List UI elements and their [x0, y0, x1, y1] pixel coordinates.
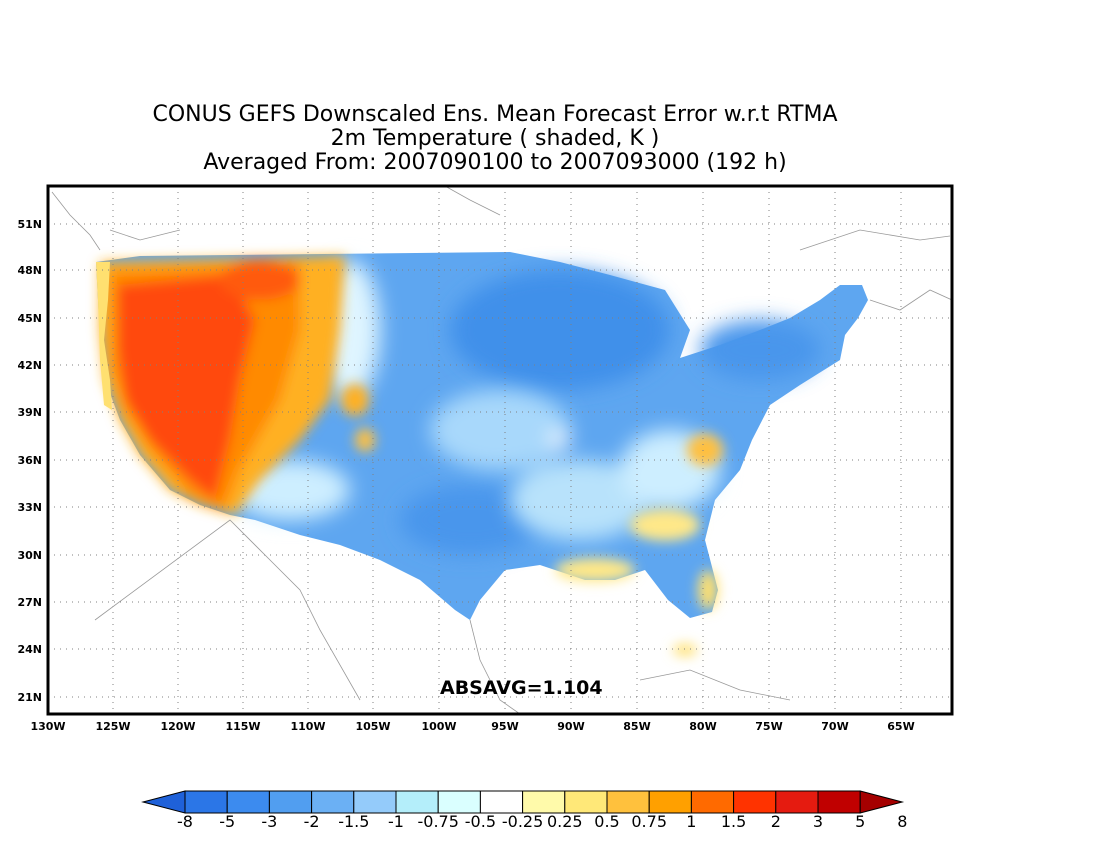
lat-label: 27N: [17, 596, 42, 609]
lat-label: 45N: [17, 312, 42, 325]
colorbar-tick-label: -0.25: [501, 812, 544, 831]
lon-label: 95W: [491, 720, 519, 733]
colorbar-swatch: [775, 790, 819, 814]
colorbar-swatch: [648, 790, 692, 814]
colorbar-tick-label: 3: [812, 812, 824, 831]
map-title-line2: 2m Temperature ( shaded, K ): [330, 126, 660, 151]
colorbar-swatch: [184, 790, 228, 814]
lon-label: 85W: [623, 720, 651, 733]
colorbar-tick-label: -3: [261, 812, 278, 831]
colorbar-tick-label: -1.5: [338, 812, 370, 831]
colorbar-tick-label: -0.75: [417, 812, 459, 831]
colorbar-tick-label: 1.5: [720, 812, 747, 831]
colorbar-swatch: [690, 790, 735, 814]
colorbar-swatch: [522, 790, 566, 814]
colorbar-swatch: [268, 790, 313, 814]
colorbar-swatch: [311, 790, 355, 814]
colorbar-tick-label: -2: [303, 812, 320, 831]
lat-label: 36N: [17, 454, 42, 467]
graticule: [48, 186, 952, 714]
colorbar-swatch: [817, 790, 861, 814]
colorbar-swatch: [564, 790, 608, 814]
colorbar-arrow-left: [141, 790, 186, 814]
lat-label: 33N: [17, 501, 42, 514]
lon-label: 65W: [887, 720, 915, 733]
lon-label: 110W: [290, 720, 326, 733]
map-title-line1: CONUS GEFS Downscaled Ens. Mean Forecast…: [152, 102, 838, 127]
colorbar-tick-label: 8: [897, 812, 908, 831]
lon-label: 125W: [95, 720, 131, 733]
plot-frame: [46, 184, 954, 716]
lat-label: 48N: [17, 264, 42, 277]
colorbar-swatch: [353, 790, 397, 814]
colorbar-tick-label: 0.25: [546, 812, 583, 831]
colorbar-tick-label: -0.5: [464, 812, 496, 831]
lat-label: 24N: [17, 643, 42, 656]
colorbar-swatch: [733, 790, 777, 814]
colorbar-tick-label: -8: [177, 812, 193, 831]
lon-label: 75W: [755, 720, 783, 733]
lat-label: 21N: [17, 691, 42, 704]
pacific-coast-strip: [96, 262, 112, 410]
lat-label: 30N: [17, 549, 42, 562]
lon-label: 105W: [355, 720, 391, 733]
plot-area: [48, 186, 952, 714]
colorbar: [141, 790, 905, 814]
lon-label: 115W: [225, 720, 261, 733]
colorbar-arrow-right: [859, 790, 905, 814]
lat-label: 51N: [17, 218, 42, 231]
lat-label: 39N: [17, 406, 42, 419]
colorbar-tick-label: 1: [686, 812, 697, 831]
warm-southeast-regions: [555, 434, 723, 656]
map-title-line3: Averaged From: 2007090100 to 2007093000 …: [203, 150, 787, 175]
coastlines: [51, 186, 952, 714]
colorbar-swatch: [437, 790, 481, 814]
absavg-label: ABSAVG=1.104: [440, 677, 603, 699]
warm-west-region: [100, 256, 375, 515]
colorbar-tick-label: 2: [770, 812, 781, 831]
lon-label: 120W: [160, 720, 196, 733]
colorbar-tick-label: 0.5: [594, 812, 620, 831]
colorbar-tick-label: -5: [219, 812, 236, 831]
colorbar-tick-label: 0.75: [631, 812, 667, 831]
lon-label: 130W: [30, 720, 66, 733]
colorbar-tick-label: -1: [388, 812, 404, 831]
lon-label: 70W: [821, 720, 849, 733]
colorbar-swatch: [395, 790, 439, 814]
colorbar-swatch: [606, 790, 650, 814]
colorbar-swatch: [479, 790, 524, 814]
lon-label: 90W: [557, 720, 585, 733]
lon-label: 100W: [421, 720, 457, 733]
colorbar-swatch: [226, 790, 270, 814]
colorbar-tick-label: 5: [855, 812, 866, 831]
lon-label: 80W: [689, 720, 717, 733]
lat-label: 42N: [17, 359, 42, 372]
